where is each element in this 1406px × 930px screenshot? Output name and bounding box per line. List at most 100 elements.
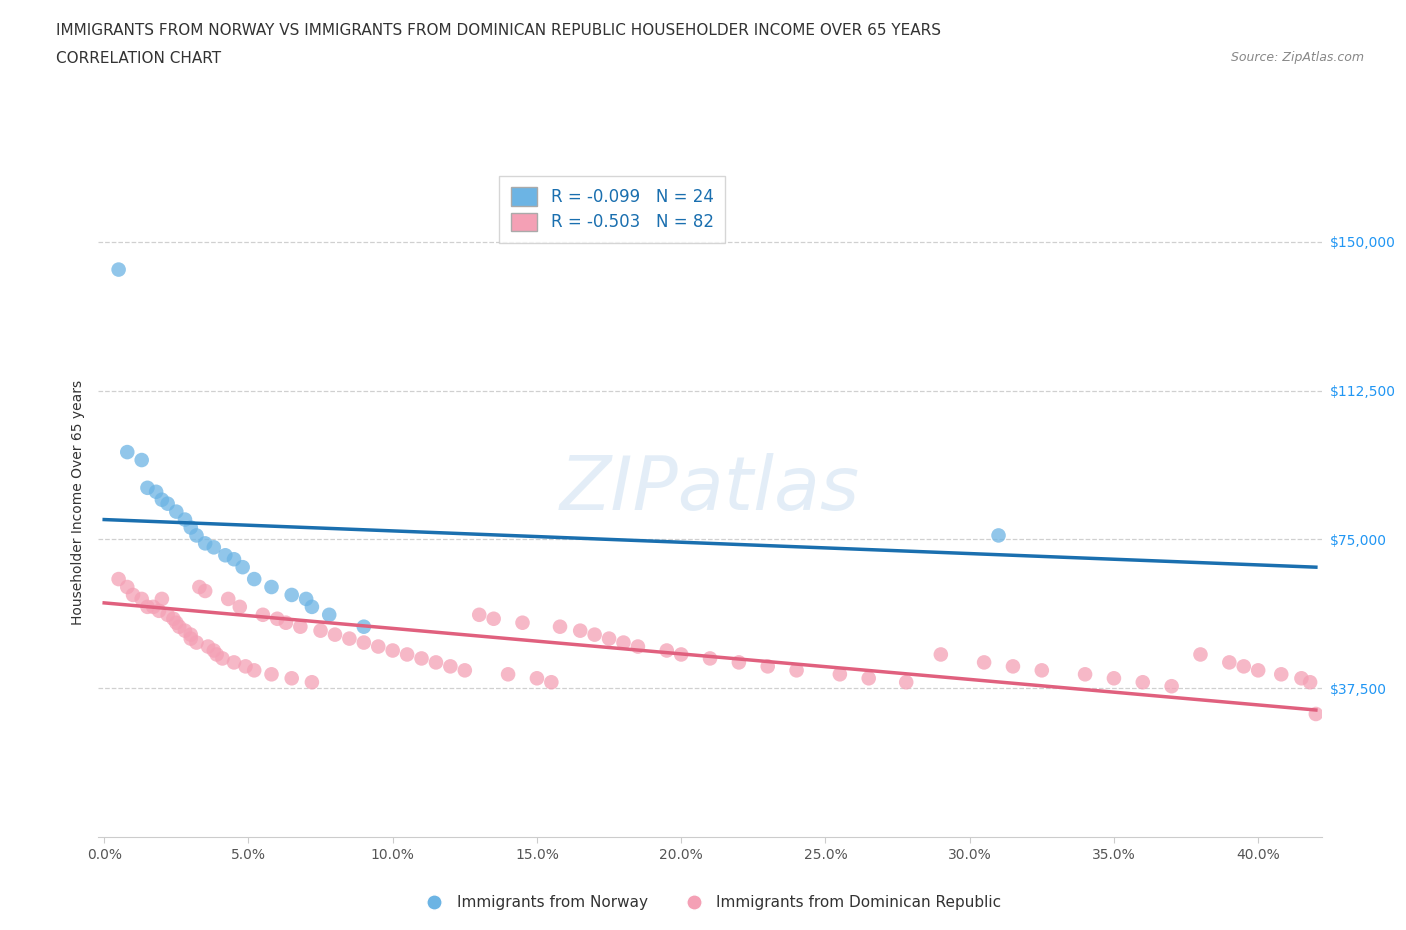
- Point: [122, 588, 145, 603]
- Point: [1074, 667, 1097, 682]
- Point: [186, 528, 208, 543]
- Point: [309, 623, 332, 638]
- Point: [145, 485, 167, 499]
- Point: [1189, 647, 1212, 662]
- Point: [167, 619, 190, 634]
- Point: [728, 655, 751, 670]
- Point: [235, 659, 257, 674]
- Point: [260, 579, 283, 594]
- Point: [1218, 655, 1240, 670]
- Point: [1270, 667, 1292, 682]
- Point: [353, 619, 375, 634]
- Point: [266, 611, 288, 626]
- Text: Source: ZipAtlas.com: Source: ZipAtlas.com: [1230, 51, 1364, 64]
- Point: [411, 651, 433, 666]
- Point: [232, 560, 254, 575]
- Point: [142, 600, 165, 615]
- Point: [627, 639, 650, 654]
- Point: [1233, 659, 1256, 674]
- Point: [548, 619, 571, 634]
- Point: [858, 671, 880, 685]
- Point: [1160, 679, 1182, 694]
- Point: [174, 623, 197, 638]
- Point: [381, 643, 404, 658]
- Point: [1102, 671, 1125, 685]
- Y-axis label: Householder Income Over 65 years: Householder Income Over 65 years: [70, 379, 84, 625]
- Point: [205, 647, 228, 662]
- Point: [150, 492, 173, 507]
- Point: [1247, 663, 1270, 678]
- Text: ZIPatlas: ZIPatlas: [560, 453, 860, 525]
- Point: [1291, 671, 1313, 685]
- Point: [512, 616, 534, 631]
- Point: [162, 611, 184, 626]
- Text: CORRELATION CHART: CORRELATION CHART: [56, 51, 221, 66]
- Point: [280, 588, 302, 603]
- Point: [290, 619, 312, 634]
- Point: [699, 651, 721, 666]
- Point: [194, 536, 217, 551]
- Point: [540, 675, 562, 690]
- Point: [194, 583, 217, 598]
- Point: [107, 572, 129, 587]
- Point: [117, 445, 139, 459]
- Point: [260, 667, 283, 682]
- Point: [583, 627, 606, 642]
- Point: [828, 667, 851, 682]
- Point: [180, 627, 202, 642]
- Point: [252, 607, 274, 622]
- Point: [165, 504, 187, 519]
- Point: [131, 453, 153, 468]
- Point: [468, 607, 491, 622]
- Point: [496, 667, 519, 682]
- Point: [165, 616, 187, 631]
- Point: [243, 663, 266, 678]
- Point: [454, 663, 477, 678]
- Point: [1299, 675, 1322, 690]
- Point: [1132, 675, 1154, 690]
- Point: [243, 572, 266, 587]
- Point: [174, 512, 197, 527]
- Point: [131, 591, 153, 606]
- Point: [229, 600, 252, 615]
- Point: [156, 497, 179, 512]
- Point: [188, 579, 211, 594]
- Point: [202, 540, 225, 555]
- Point: [148, 604, 170, 618]
- Point: [669, 647, 692, 662]
- Point: [339, 631, 361, 646]
- Point: [136, 481, 159, 496]
- Text: IMMIGRANTS FROM NORWAY VS IMMIGRANTS FROM DOMINICAN REPUBLIC HOUSEHOLDER INCOME : IMMIGRANTS FROM NORWAY VS IMMIGRANTS FRO…: [56, 23, 941, 38]
- Point: [612, 635, 634, 650]
- Point: [353, 635, 375, 650]
- Point: [439, 659, 461, 674]
- Point: [136, 600, 159, 615]
- Point: [211, 651, 233, 666]
- Point: [295, 591, 318, 606]
- Point: [156, 607, 179, 622]
- Point: [197, 639, 219, 654]
- Point: [929, 647, 952, 662]
- Point: [1031, 663, 1053, 678]
- Point: [274, 616, 297, 631]
- Point: [786, 663, 808, 678]
- Point: [186, 635, 208, 650]
- Point: [323, 627, 346, 642]
- Point: [396, 647, 419, 662]
- Point: [280, 671, 302, 685]
- Legend: Immigrants from Norway, Immigrants from Dominican Republic: Immigrants from Norway, Immigrants from …: [412, 889, 1008, 916]
- Point: [301, 675, 323, 690]
- Point: [756, 659, 779, 674]
- Point: [896, 675, 918, 690]
- Point: [214, 548, 236, 563]
- Point: [526, 671, 548, 685]
- Point: [180, 520, 202, 535]
- Point: [655, 643, 678, 658]
- Point: [117, 579, 139, 594]
- Point: [222, 655, 245, 670]
- Point: [318, 607, 340, 622]
- Point: [107, 262, 129, 277]
- Point: [569, 623, 592, 638]
- Point: [180, 631, 202, 646]
- Point: [202, 643, 225, 658]
